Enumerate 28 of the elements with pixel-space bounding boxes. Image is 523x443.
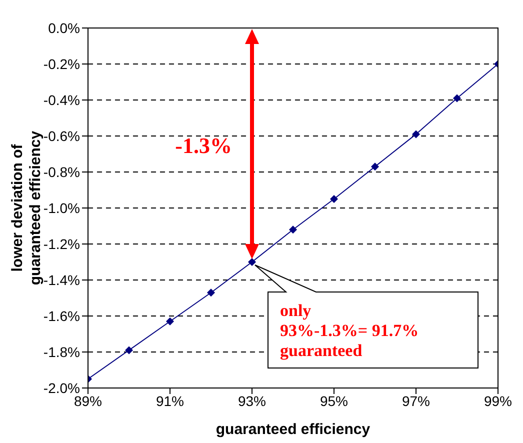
y-tick-label: -0.4% — [43, 92, 80, 108]
x-tick-label: 91% — [156, 392, 184, 409]
y-tick-label: -1.8% — [43, 344, 80, 360]
annotation: only 93%-1.3%= 91.7% guaranteed — [280, 301, 419, 360]
point — [207, 288, 215, 297]
x-tick-label: 97% — [402, 392, 430, 409]
point — [371, 162, 379, 171]
y-tick-label: -1.6% — [43, 308, 80, 324]
y-tick-label: 0.0% — [48, 20, 80, 36]
y-axis-title: lower deviation of guaranteed efficiency — [9, 130, 44, 286]
y-tick-label: -1.0% — [43, 200, 80, 216]
x-tick-label: 93% — [238, 392, 266, 409]
y-tick-label: -1.2% — [43, 236, 80, 252]
y-tick-label: -1.4% — [43, 272, 80, 288]
x-tick-label: 99% — [484, 392, 512, 409]
x-axis-title: guaranteed efficiency — [216, 421, 371, 438]
point — [289, 226, 297, 234]
x-tick-label: 95% — [320, 392, 348, 409]
point — [453, 94, 461, 102]
point — [248, 258, 256, 266]
y-tick-label: -0.8% — [43, 164, 80, 180]
y-tick-label: -0.6% — [43, 128, 80, 144]
point — [125, 346, 133, 354]
point — [330, 195, 338, 203]
point — [166, 317, 174, 326]
y-tick-label: -0.2% — [43, 56, 80, 72]
point — [412, 130, 420, 138]
annotation: -1.3% — [175, 133, 232, 158]
